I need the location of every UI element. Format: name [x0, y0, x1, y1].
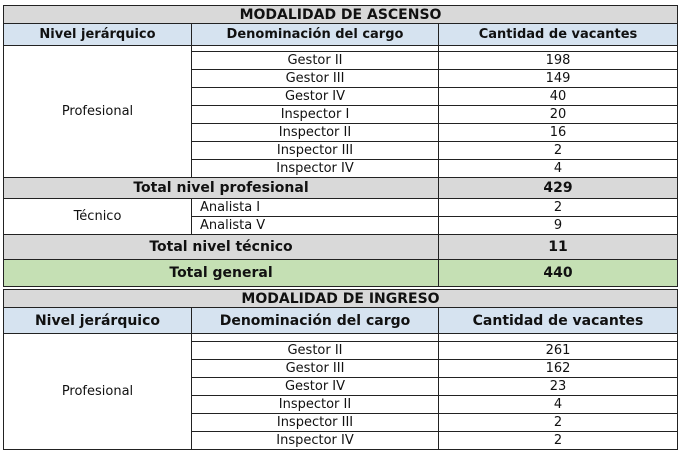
vacantes-cell: 16 [437, 123, 679, 142]
cargo-cell: Gestor IV [191, 87, 439, 106]
cargo-cell: Gestor III [191, 69, 439, 88]
total-profesional-value: 429 [437, 177, 679, 199]
nivel-tecnico: Técnico [3, 198, 192, 235]
total-profesional-label: Total nivel profesional [3, 177, 439, 199]
vacantes-cell: 40 [437, 87, 679, 106]
vacantes-cell: 20 [437, 105, 679, 124]
vacantes-cell: 2 [437, 413, 679, 432]
header-cargo: Denominación del cargo [191, 23, 439, 46]
total-tecnico-value: 11 [437, 234, 679, 260]
cargo-cell: Inspector I [191, 105, 439, 124]
cargo-cell: Gestor IV [191, 377, 439, 396]
total-general-value: 440 [437, 259, 679, 287]
vacantes-cell: 4 [437, 395, 679, 414]
header-nivel: Nivel jerárquico [3, 23, 192, 46]
cargo-cell: Inspector III [191, 141, 439, 160]
header-vacantes: Cantidad de vacantes [437, 23, 679, 46]
vacantes-cell: 2 [437, 198, 679, 217]
cargo-cell: Inspector IV [191, 431, 439, 450]
vacantes-cell: 9 [437, 216, 679, 235]
vacantes-cell: 261 [437, 341, 679, 360]
cargo-cell: Gestor III [191, 359, 439, 378]
cargo-cell: Gestor II [191, 51, 439, 70]
total-general-label: Total general [3, 259, 439, 287]
cargo-cell: Inspector III [191, 413, 439, 432]
cargo-cell: Inspector IV [191, 159, 439, 178]
vacantes-cell: 4 [437, 159, 679, 178]
cargo-cell: Inspector II [191, 395, 439, 414]
header-nivel: Nivel jerárquico [3, 307, 192, 334]
nivel-profesional: Profesional [3, 333, 192, 450]
vacantes-cell: 2 [437, 141, 679, 160]
cargo-cell: Gestor II [191, 341, 439, 360]
cargo-cell: Inspector II [191, 123, 439, 142]
ingreso-table: MODALIDAD DE INGRESO Nivel jerárquico De… [2, 289, 679, 450]
header-cargo: Denominación del cargo [191, 307, 439, 334]
nivel-profesional: Profesional [3, 45, 192, 178]
cargo-cell: Analista I [191, 198, 439, 217]
ingreso-title: MODALIDAD DE INGRESO [2, 289, 679, 308]
header-vacantes: Cantidad de vacantes [437, 307, 679, 334]
total-tecnico-label: Total nivel técnico [3, 234, 439, 260]
vacantes-cell: 23 [437, 377, 679, 396]
vacantes-cell: 162 [437, 359, 679, 378]
ascenso-table: MODALIDAD DE ASCENSO Nivel jerárquico De… [2, 5, 679, 287]
ascenso-title: MODALIDAD DE ASCENSO [2, 5, 679, 24]
vacantes-cell: 2 [437, 431, 679, 450]
vacantes-cell: 149 [437, 69, 679, 88]
cargo-cell: Analista V [191, 216, 439, 235]
vacantes-cell: 198 [437, 51, 679, 70]
